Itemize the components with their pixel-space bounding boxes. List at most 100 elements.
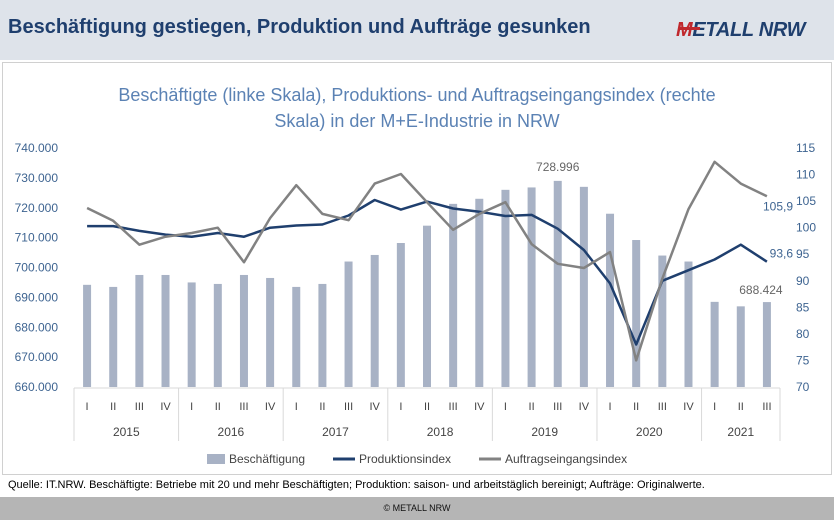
- x-tick-quarter: III: [658, 401, 667, 413]
- metall-nrw-logo: METALL NRW: [676, 19, 806, 42]
- y-left-tick-label: 710.000: [15, 231, 59, 245]
- bar-beschaeftigung: [292, 286, 301, 387]
- footer-copyright: © METALL NRW: [383, 503, 451, 513]
- y-right-tick-label: 100: [796, 221, 816, 235]
- x-tick-quarter: I: [713, 401, 716, 413]
- bar-beschaeftigung: [449, 203, 458, 387]
- page-title: Beschäftigung gestiegen, Produktion und …: [8, 16, 591, 38]
- y-left-tick-label: 660.000: [15, 380, 59, 394]
- chart-frame: [2, 62, 832, 475]
- x-year-label: 2020: [636, 425, 663, 439]
- x-tick-quarter: III: [553, 401, 562, 413]
- y-left-tick-label: 700.000: [15, 261, 59, 275]
- logo-text: ETALL NRW: [692, 19, 806, 41]
- y-right-tick-label: 90: [796, 274, 810, 288]
- data-label: 688.424: [739, 283, 783, 297]
- x-tick-quarter: II: [215, 401, 221, 413]
- x-year-label: 2016: [218, 425, 245, 439]
- y-left-tick-label: 680.000: [15, 320, 59, 334]
- y-left-tick-label: 690.000: [15, 290, 59, 304]
- y-right-tick-label: 70: [796, 380, 810, 394]
- bar-beschaeftigung: [161, 274, 170, 387]
- legend-swatch: [207, 454, 225, 464]
- bar-beschaeftigung: [475, 198, 484, 387]
- y-right-tick-label: 95: [796, 247, 810, 261]
- y-right-tick-label: 75: [796, 353, 810, 367]
- x-year-label: 2019: [531, 425, 558, 439]
- y-right-tick-label: 115: [796, 141, 815, 155]
- x-tick-quarter: II: [319, 401, 325, 413]
- line-auftragseingangsindex: [86, 160, 768, 362]
- bar-beschaeftigung: [579, 186, 588, 387]
- bar-beschaeftigung: [135, 274, 144, 387]
- chart-title-line: Beschäftigte (linke Skala), Produktions-…: [118, 85, 715, 105]
- header-bar: Beschäftigung gestiegen, Produktion und …: [0, 0, 834, 60]
- x-year-label: 2018: [427, 425, 454, 439]
- bar-beschaeftigung: [213, 283, 222, 387]
- x-tick-quarter: IV: [683, 401, 694, 413]
- x-tick-quarter: IV: [579, 401, 590, 413]
- x-year-label: 2021: [727, 425, 754, 439]
- x-tick-quarter: III: [762, 401, 771, 413]
- data-label: 105,9: [763, 199, 793, 213]
- bar-beschaeftigung: [423, 225, 431, 387]
- x-tick-quarter: I: [609, 401, 612, 413]
- logo-letter-m: M: [676, 19, 693, 41]
- x-tick-quarter: II: [110, 401, 116, 413]
- x-tick-quarter: III: [344, 401, 353, 413]
- y-right-tick-label: 110: [796, 168, 815, 182]
- y-right-tick-label: 85: [796, 300, 810, 314]
- x-tick-quarter: IV: [265, 401, 276, 413]
- bar-beschaeftigung: [501, 189, 510, 387]
- x-tick-quarter: II: [529, 401, 535, 413]
- legend-label: Produktionsindex: [359, 452, 451, 466]
- x-tick-quarter: IV: [160, 401, 171, 413]
- employment-production-chart: Beschäftigte (linke Skala), Produktions-…: [2, 62, 832, 475]
- y-left-tick-label: 730.000: [15, 171, 59, 185]
- x-tick-quarter: II: [633, 401, 639, 413]
- x-tick-quarter: I: [295, 401, 298, 413]
- y-left-tick-label: 670.000: [15, 350, 59, 364]
- bar-beschaeftigung: [684, 261, 693, 387]
- x-tick-quarter: III: [239, 401, 248, 413]
- y-left-tick-label: 740.000: [15, 141, 59, 155]
- logo-accent-bar: [680, 27, 700, 30]
- x-tick-quarter: IV: [370, 401, 381, 413]
- bar-beschaeftigung: [318, 283, 327, 387]
- bar-beschaeftigung: [658, 255, 667, 387]
- x-year-label: 2017: [322, 425, 349, 439]
- bar-beschaeftigung: [632, 240, 641, 387]
- bar-beschaeftigung: [266, 277, 275, 387]
- x-tick-quarter: I: [190, 401, 193, 413]
- bar-beschaeftigung: [606, 213, 615, 387]
- x-tick-quarter: IV: [474, 401, 485, 413]
- bar-beschaeftigung: [187, 282, 196, 387]
- data-label: 93,6: [770, 247, 794, 261]
- x-tick-quarter: I: [399, 401, 402, 413]
- x-tick-quarter: III: [135, 401, 144, 413]
- bar-beschaeftigung: [527, 187, 536, 387]
- bar-beschaeftigung: [710, 301, 719, 387]
- x-tick-quarter: I: [86, 401, 89, 413]
- data-label: 728.996: [536, 160, 580, 174]
- y-right-tick-label: 80: [796, 327, 810, 341]
- legend-label: Auftragseingangsindex: [505, 452, 627, 466]
- bar-beschaeftigung: [736, 306, 745, 387]
- bar-beschaeftigung: [396, 243, 405, 387]
- x-tick-quarter: II: [738, 401, 744, 413]
- x-tick-quarter: I: [504, 401, 507, 413]
- x-year-label: 2015: [113, 425, 140, 439]
- bar-beschaeftigung: [370, 254, 379, 387]
- footer-bar: © METALL NRW: [0, 497, 834, 520]
- bar-beschaeftigung: [109, 286, 118, 387]
- y-right-tick-label: 105: [796, 194, 816, 208]
- bar-beschaeftigung: [344, 261, 353, 387]
- x-tick-quarter: II: [424, 401, 430, 413]
- bar-beschaeftigung: [239, 274, 248, 387]
- bar-beschaeftigung: [762, 302, 771, 387]
- legend-label: Beschäftigung: [229, 452, 305, 466]
- source-note: Quelle: IT.NRW. Beschäftigte: Betriebe m…: [8, 479, 705, 491]
- y-left-tick-label: 720.000: [15, 201, 59, 215]
- chart-title-line: Skala) in der M+E-Industrie in NRW: [274, 111, 559, 131]
- bar-beschaeftigung: [83, 284, 92, 387]
